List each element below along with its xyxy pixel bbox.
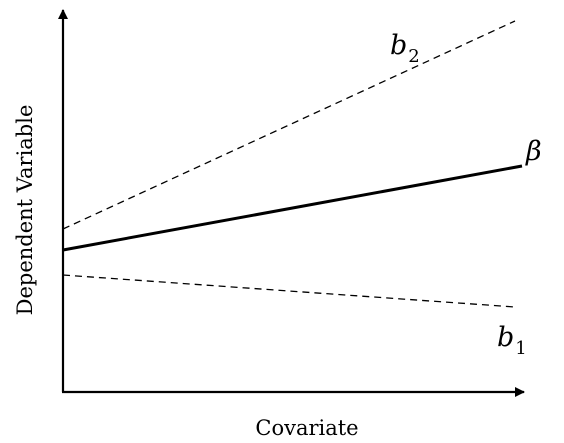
b2-label-sub: 2 bbox=[408, 46, 419, 67]
b1-label: b1 bbox=[497, 322, 527, 359]
beta-line bbox=[62, 164, 523, 252]
b2-label-main: b bbox=[390, 30, 407, 61]
beta-label: β bbox=[525, 136, 542, 167]
b1-label-main: b bbox=[497, 322, 514, 353]
b2-label: b2 bbox=[390, 30, 420, 67]
b1-label-sub: 1 bbox=[515, 338, 526, 359]
b2-line bbox=[62, 20, 516, 230]
x-axis-label: Covariate bbox=[255, 416, 358, 440]
b1-line bbox=[62, 274, 516, 308]
y-axis-label: Dependent Variable bbox=[13, 105, 37, 316]
